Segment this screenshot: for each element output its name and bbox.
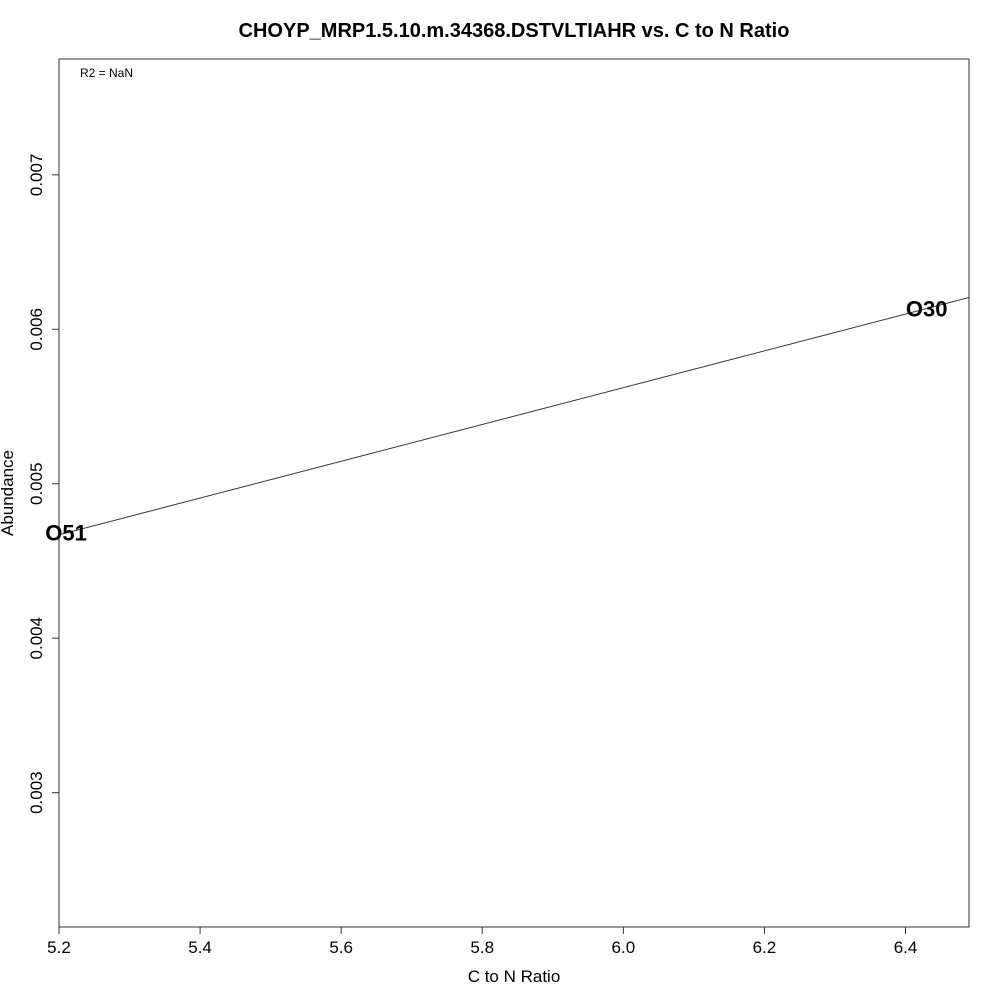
- x-tick-label: 5.4: [188, 938, 212, 957]
- point-label-o51: O51: [45, 521, 87, 546]
- y-axis: 0.003 0.004 0.005 0.006 0.007: [27, 154, 60, 814]
- plot-frame: [58, 58, 970, 928]
- y-tick-label: 0.003: [27, 771, 46, 814]
- x-axis: 5.2 5.4 5.6 5.8 6.0 6.2 6.4: [47, 926, 918, 957]
- x-tick-label: 5.6: [329, 938, 353, 957]
- data-points: O51 O30: [45, 297, 947, 546]
- x-tick-label: 6.0: [612, 938, 636, 957]
- y-axis-label: Abundance: [0, 450, 17, 536]
- x-tick-label: 5.8: [470, 938, 494, 957]
- y-tick-label: 0.006: [27, 308, 46, 351]
- point-label-o30: O30: [906, 297, 948, 322]
- y-tick-label: 0.004: [27, 617, 46, 660]
- chart-title: CHOYP_MRP1.5.10.m.34368.DSTVLTIAHR vs. C…: [239, 20, 790, 42]
- x-tick-label: 6.2: [753, 938, 777, 957]
- x-tick-label: 6.4: [894, 938, 918, 957]
- regression-line: [59, 297, 969, 536]
- x-axis-label: C to N Ratio: [468, 967, 561, 986]
- y-tick-label: 0.007: [27, 154, 46, 197]
- y-tick-label: 0.005: [27, 462, 46, 505]
- x-tick-label: 5.2: [47, 938, 71, 957]
- r2-annotation: R2 = NaN: [80, 66, 133, 80]
